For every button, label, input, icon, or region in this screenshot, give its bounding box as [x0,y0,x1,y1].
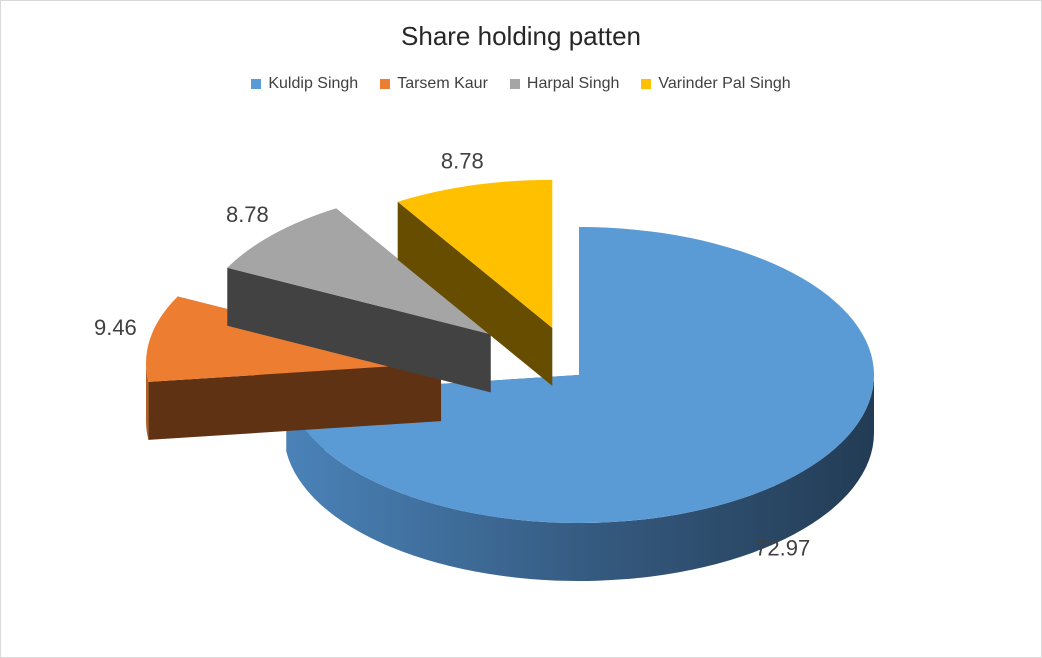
legend-item-varinder-pal-singh: Varinder Pal Singh [641,75,791,93]
chart-title: Share holding patten [401,21,641,51]
pie-slice-top-kuldip-singh [286,227,874,523]
pie-slice-wall-kuldip-singh [286,375,874,581]
legend-label-tarsem-kaur: Tarsem Kaur [397,75,488,92]
legend-item-kuldip-singh: Kuldip Singh [251,75,358,93]
pie-slice-top-harpal-singh [227,208,491,335]
data-label-kuldip-singh: 72.97 [755,536,810,561]
pie-slice-harpal-singh [227,208,491,393]
legend-swatch-kuldip-singh [251,79,262,89]
data-label-harpal-singh: 8.78 [226,202,269,227]
pie-slice-wall-tarsem-kaur [146,363,149,440]
legend-swatch-harpal-singh [509,79,520,89]
pie-slice-varinder-pal-singh [397,179,553,386]
legend-label-harpal-singh: Harpal Singh [526,75,620,92]
legend-item-tarsem-kaur: Tarsem Kaur [380,75,488,93]
legend-swatch-varinder-pal-singh [641,79,652,89]
legend-label-varinder-pal-singh: Varinder Pal Singh [658,75,791,92]
legend-item-harpal-singh: Harpal Singh [509,75,620,93]
data-label-tarsem-kaur: 9.46 [94,315,137,340]
chart-legend: Kuldip Singh Tarsem Kaur Harpal Singh Varin… [1,75,1041,93]
pie-slice-top-varinder-pal-singh [397,179,553,328]
pie-slice-side-varinder-pal-singh [397,201,553,386]
data-label-varinder-pal-singh: 8.78 [441,148,484,173]
pie-slice-side-harpal-singh [227,267,491,393]
legend-swatch-tarsem-kaur [380,79,391,89]
legend-label-kuldip-singh: Kuldip Singh [268,75,359,92]
